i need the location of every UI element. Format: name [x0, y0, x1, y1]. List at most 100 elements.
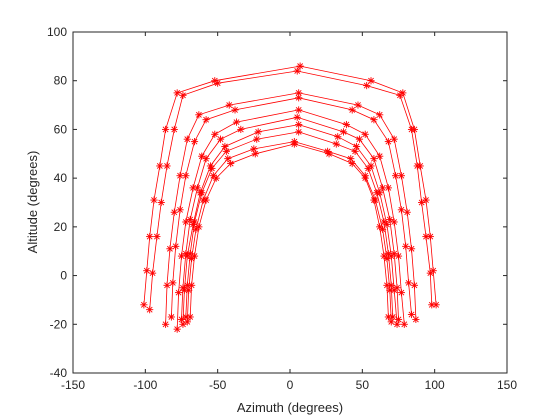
data-point: [325, 150, 333, 158]
y-tick-label: -40: [50, 366, 68, 380]
data-point: [361, 130, 369, 138]
data-point: [143, 267, 151, 275]
data-point: [146, 233, 154, 241]
data-point: [173, 325, 181, 333]
data-point: [370, 155, 378, 163]
y-tick-label: 40: [54, 171, 68, 185]
data-point: [173, 89, 181, 97]
data-point: [400, 320, 408, 328]
data-point: [407, 310, 416, 319]
data-point: [227, 159, 235, 168]
data-point: [161, 125, 170, 134]
data-point: [188, 281, 196, 289]
data-point: [295, 106, 303, 114]
x-tick-label: -100: [133, 378, 157, 392]
data-point: [367, 77, 375, 85]
data-point: [407, 245, 416, 253]
data-point: [186, 313, 194, 321]
x-tick-label: 150: [497, 378, 517, 392]
data-point: [222, 147, 230, 155]
data-point: [387, 318, 395, 326]
series-3: [161, 89, 420, 328]
data-point: [407, 125, 416, 134]
y-tick-label: 0: [60, 269, 67, 283]
series-1: [140, 62, 440, 309]
series-group: [140, 62, 440, 333]
data-point: [295, 120, 303, 129]
data-point: [183, 135, 191, 143]
data-point: [342, 120, 351, 129]
data-point: [422, 196, 430, 204]
data-point: [428, 301, 436, 309]
data-point: [348, 159, 356, 168]
data-point: [363, 81, 371, 90]
data-point: [202, 116, 210, 124]
series-4: [167, 94, 416, 321]
data-point: [361, 174, 369, 182]
data-point: [212, 174, 220, 182]
data-point: [370, 116, 378, 124]
data-point: [397, 289, 405, 297]
data-point: [167, 313, 175, 321]
data-point: [176, 206, 184, 214]
data-point: [251, 150, 259, 158]
data-point: [221, 142, 229, 151]
data-point: [146, 306, 154, 314]
series-6: [177, 113, 403, 324]
x-tick-label: 50: [356, 378, 370, 392]
data-point: [410, 281, 419, 289]
data-point: [237, 125, 245, 134]
data-point: [190, 252, 199, 260]
data-point: [153, 233, 161, 241]
y-tick-label: 100: [47, 25, 67, 39]
data-point: [393, 320, 401, 328]
data-point: [413, 162, 421, 170]
data-point: [384, 313, 392, 321]
data-point: [376, 111, 384, 119]
data-point: [290, 140, 298, 148]
data-point: [195, 223, 203, 231]
x-tick-label: -150: [61, 378, 85, 392]
data-point: [183, 318, 191, 326]
data-point: [182, 218, 190, 226]
series-2: [146, 67, 436, 314]
y-tick-label: 80: [54, 74, 68, 88]
data-point: [216, 135, 225, 143]
data-point: [405, 279, 413, 287]
data-point: [384, 138, 392, 146]
axis-ticks: -150 -100 -50 0 50 100 150 -40 -20 0 20 40 60 80 100: [47, 25, 517, 392]
data-point: [161, 320, 170, 328]
data-point: [392, 172, 400, 180]
data-point: [163, 281, 171, 289]
data-point: [202, 155, 210, 163]
y-tick-label: 60: [54, 122, 68, 136]
data-point: [384, 184, 392, 192]
data-point: [198, 189, 206, 197]
data-point: [370, 196, 378, 204]
y-axis-label: Altitude (degrees): [25, 151, 40, 254]
data-point: [397, 206, 405, 214]
data-point: [193, 184, 202, 192]
data-point: [156, 162, 164, 170]
data-point: [214, 79, 222, 87]
x-tick-label: 100: [425, 378, 445, 392]
data-point: [295, 128, 303, 136]
x-axis-label: Azimuth (degrees): [237, 400, 343, 415]
data-point: [182, 172, 190, 180]
series-10: [186, 140, 392, 321]
data-point: [418, 198, 426, 207]
data-point: [224, 155, 232, 163]
data-point: [412, 315, 420, 324]
data-point: [383, 281, 391, 289]
data-point: [339, 128, 348, 136]
data-point: [231, 106, 239, 114]
data-point: [378, 184, 387, 192]
data-point: [373, 189, 381, 197]
data-point: [163, 162, 171, 170]
data-point: [386, 215, 394, 224]
data-point: [169, 279, 177, 287]
data-point: [202, 196, 210, 204]
data-point: [352, 142, 361, 151]
data-point: [380, 218, 388, 226]
